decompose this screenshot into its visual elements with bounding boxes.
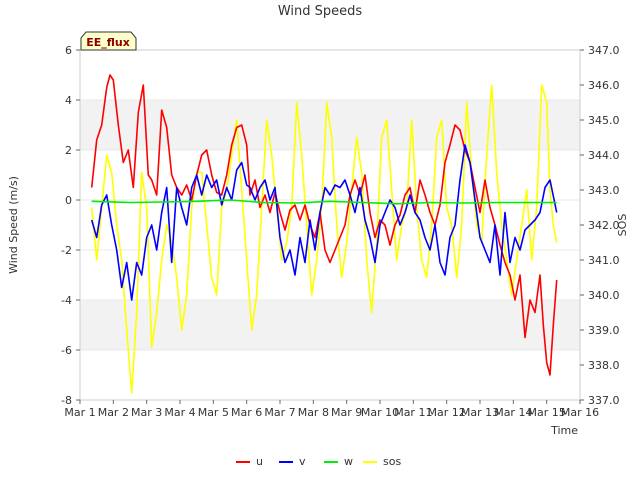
y-tick-label-right: 347.0	[588, 44, 620, 57]
x-tick-label: Mar 2	[98, 406, 129, 419]
y-tick-label-right: 343.0	[588, 184, 620, 197]
series-layer	[90, 74, 558, 394]
y-tick-label-left: -8	[61, 394, 72, 407]
y-tick-label-right: 345.0	[588, 114, 620, 127]
x-tick-label: Mar 8	[298, 406, 329, 419]
x-tick-label: Mar 4	[164, 406, 195, 419]
legend-label-u: u	[256, 455, 263, 468]
legend-label-v: v	[299, 455, 306, 468]
background-band	[80, 300, 580, 350]
x-tick-label: Mar 11	[394, 406, 432, 419]
y-tick-label-left: -2	[61, 244, 72, 257]
x-tick-label: Mar 5	[198, 406, 229, 419]
x-tick-label: Mar 10	[361, 406, 399, 419]
y-tick-label-right: 340.0	[588, 289, 620, 302]
legend-label-w: w	[344, 455, 353, 468]
y-tick-label-left: 6	[65, 44, 72, 57]
y-tick-label-left: 4	[65, 94, 72, 107]
x-tick-label: Mar 9	[331, 406, 362, 419]
x-tick-label: Mar 16	[561, 406, 599, 419]
y-tick-label-right: 344.0	[588, 149, 620, 162]
y-tick-label-right: 337.0	[588, 394, 620, 407]
x-tick-label: Mar 14	[494, 406, 532, 419]
legend: u v w sos	[236, 455, 401, 468]
y-tick-label-right: 341.0	[588, 254, 620, 267]
x-tick-label: Mar 3	[131, 406, 162, 419]
y-axis-right: 337.0 338.0 339.0 340.0 341.0 342.0 343.0 344.0…	[580, 44, 620, 407]
y-tick-label-left: 0	[65, 194, 72, 207]
ee-flux-badge: EE_flux	[80, 31, 137, 51]
badge-label: EE_flux	[86, 36, 130, 49]
y-axis-left-label: Wind Speed (m/s)	[7, 176, 20, 274]
y-axis-right-label: SOS	[616, 214, 629, 237]
chart-title: Wind Speeds	[278, 4, 363, 19]
y-tick-label-left: -6	[61, 344, 72, 357]
y-tick-label-left: -4	[61, 294, 72, 307]
series-line-v	[90, 144, 558, 301]
background-bands	[80, 100, 580, 350]
x-tick-label: Mar 15	[528, 406, 566, 419]
y-axis-left: -8 -6 -4 -2 0 2 4 6	[61, 44, 80, 407]
x-tick-label: Mar 13	[461, 406, 499, 419]
x-tick-label: Mar 7	[264, 406, 295, 419]
x-tick-label: Mar 12	[428, 406, 466, 419]
x-tick-label: Mar 6	[231, 406, 262, 419]
y-tick-label-right: 338.0	[588, 359, 620, 372]
y-tick-label-right: 342.0	[588, 219, 620, 232]
legend-label-sos: sos	[383, 455, 401, 468]
y-tick-label-right: 346.0	[588, 79, 620, 92]
x-axis: Mar 1 Mar 2 Mar 3 Mar 4 Mar 5 Mar 6 Mar 7 Mar 8…	[64, 400, 599, 419]
series-line-u	[90, 74, 558, 376]
y-tick-label-right: 339.0	[588, 324, 620, 337]
y-tick-label-left: 2	[65, 144, 72, 157]
x-tick-label: Mar 1	[64, 406, 95, 419]
series-line-w	[91, 199, 557, 205]
x-axis-label: Time	[550, 424, 578, 437]
